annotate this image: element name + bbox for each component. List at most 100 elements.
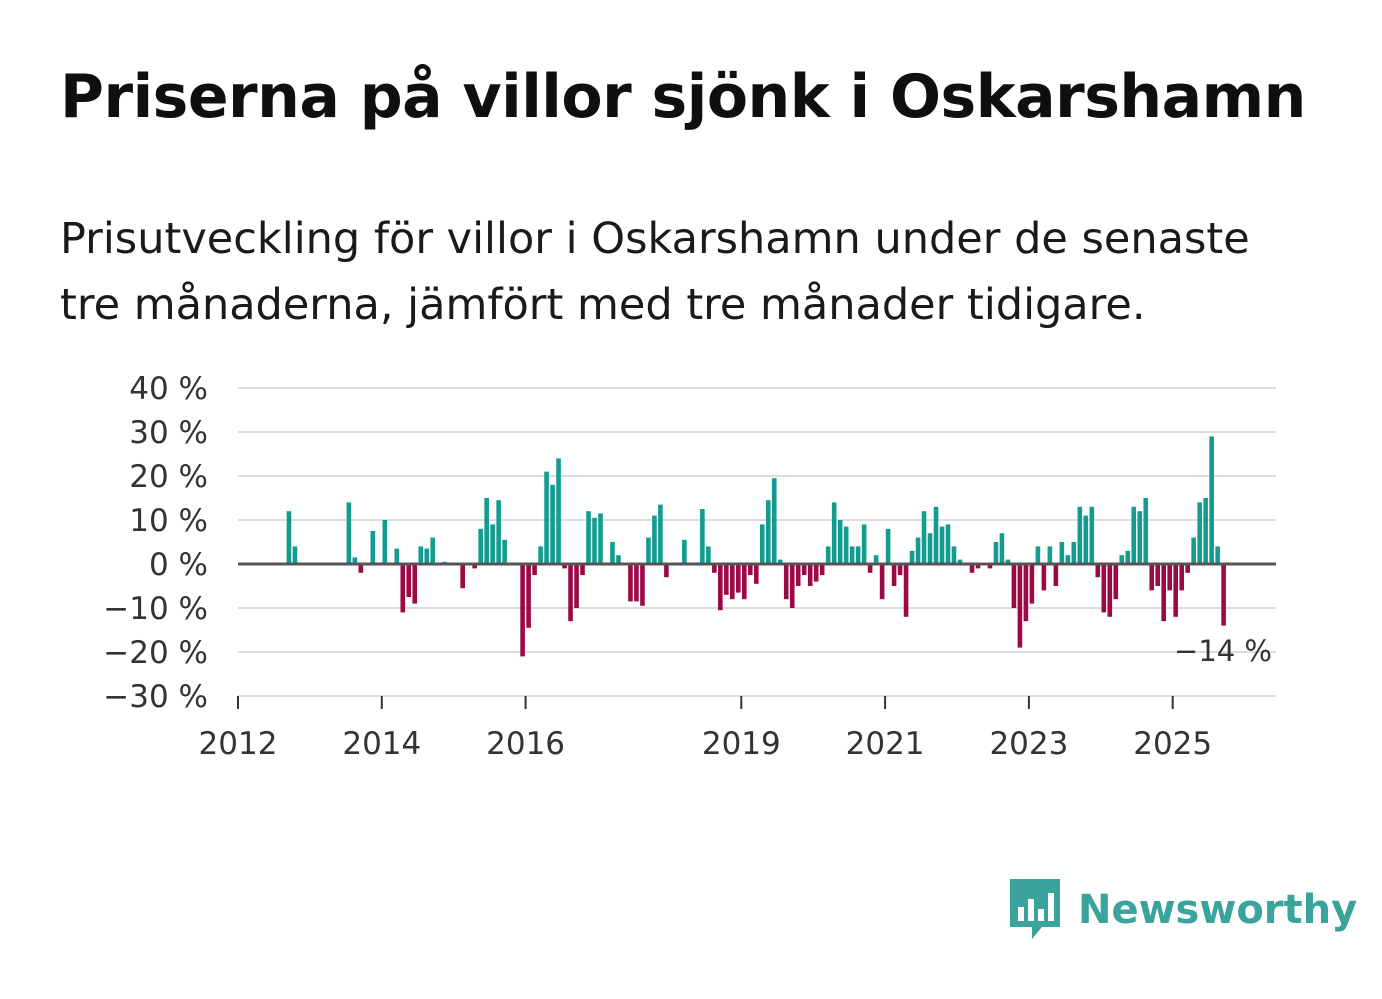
last-value-annotation: −14 % [1174,634,1272,668]
bar [1179,564,1184,591]
bar [1221,564,1226,626]
bar [1119,555,1125,564]
y-tick-label: −20 % [103,635,208,671]
bar [825,546,831,564]
bar [903,564,909,617]
bar [412,564,418,604]
bar [478,528,483,564]
bar [837,520,843,564]
brand-logo[interactable]: Newsworthy [1010,878,1357,942]
bar [879,564,885,600]
bar [646,537,651,564]
bar [1191,537,1196,564]
bar [526,564,531,628]
bar [1215,546,1220,564]
bar [933,506,939,564]
bar [945,524,951,564]
bar [1023,564,1029,622]
bar [682,539,687,564]
bar [580,564,585,575]
bar [484,498,489,564]
bar [586,511,591,564]
bar [460,564,465,589]
bar [1065,555,1071,564]
bar [496,500,501,564]
bar [843,526,849,564]
x-tick-label: 2012 [199,726,278,762]
bar [969,564,975,573]
bar [765,500,771,564]
bar [358,564,364,573]
bar [1155,564,1161,586]
newsworthy-logo-icon [1010,879,1060,939]
bar [891,564,897,586]
bar [831,502,837,564]
bar [1011,564,1017,608]
bar [418,546,424,564]
bar [999,533,1005,564]
bar [550,484,555,564]
bar [730,564,735,600]
bar [700,509,705,564]
bar [286,511,292,564]
brand-name: Newsworthy [1078,887,1358,933]
bar [1173,564,1178,617]
bar [795,564,801,586]
y-tick-label: 30 % [129,415,208,451]
bar [352,557,358,564]
bar [742,564,747,600]
bar [777,559,783,564]
bar [1149,564,1155,591]
gridlines [238,387,1276,697]
chart-subtitle: Prisutveckling för villor i Oskarshamn u… [60,214,1250,330]
bar [724,564,729,595]
bar [1041,564,1047,591]
bar [1017,564,1023,648]
y-tick-label: −10 % [103,591,208,627]
bar-chart: 40 %30 %20 %10 %0 %−10 %−20 %−30 % 2012 2… [103,371,1276,762]
x-axis: 2012 2014 2016 2019 2021 2023 2025 [199,696,1212,762]
bar [1185,564,1190,573]
bar [658,504,663,564]
bar [574,564,579,608]
bar [610,542,615,564]
bar [1071,542,1077,564]
bar [736,564,741,593]
bar [819,564,825,575]
bar [1095,564,1101,578]
bar [592,517,597,564]
bar [406,564,412,597]
bar [430,537,436,564]
bar [1089,506,1095,564]
bar [921,511,927,564]
bar [987,564,993,569]
bar [909,550,915,564]
bar [490,524,495,564]
bar [628,564,633,602]
bar [927,533,933,564]
bar [712,564,717,573]
bar [562,564,567,569]
bar [1101,564,1107,613]
y-tick-label: 0 % [149,547,208,583]
bar [1083,515,1089,564]
bar [400,564,406,613]
bar [951,546,957,564]
bar [424,548,430,564]
bar [801,564,807,575]
bar [1137,511,1143,564]
bar [718,564,723,611]
bar [861,524,867,564]
bar [1167,564,1172,591]
bar [915,537,921,564]
bar [382,520,388,564]
bar [783,564,789,600]
bar [616,555,621,564]
chart-title: Priserna på villor sjönk i Oskarshamn [60,62,1306,132]
bars [286,436,1226,657]
bar [807,564,813,586]
bar [652,515,657,564]
bar [598,513,603,564]
bar [538,546,543,564]
bar [939,526,945,564]
